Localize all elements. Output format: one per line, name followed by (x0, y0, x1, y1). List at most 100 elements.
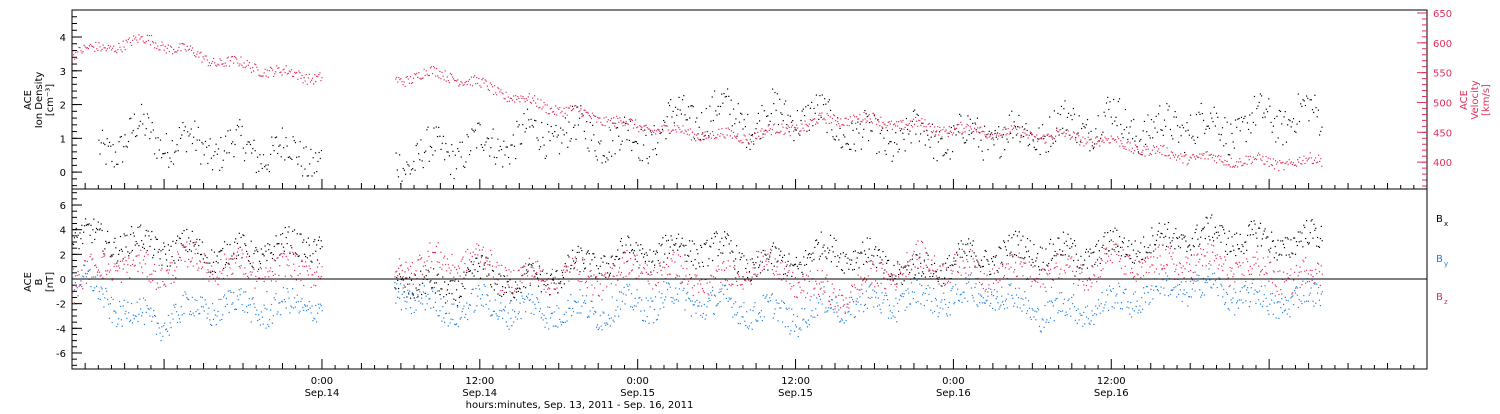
bx-point (708, 258, 709, 259)
density-point (616, 127, 617, 128)
by-point (468, 308, 469, 309)
velocity-point (787, 128, 788, 129)
velocity-point (953, 132, 954, 133)
velocity-point (304, 77, 305, 78)
by-point (559, 319, 560, 320)
by-point (939, 312, 940, 313)
velocity-point (815, 124, 816, 125)
bx-point (96, 228, 97, 229)
velocity-point (565, 113, 566, 114)
velocity-point (171, 47, 172, 48)
velocity-point (1203, 153, 1204, 154)
velocity-point (818, 115, 819, 116)
bx-point (1320, 238, 1321, 239)
velocity-point (1045, 142, 1046, 143)
bz-point (270, 267, 271, 268)
by-point (501, 310, 502, 311)
by-point (395, 302, 396, 303)
density-point (979, 132, 980, 133)
bx-point (426, 275, 427, 276)
by-point (776, 300, 777, 301)
by-point (989, 305, 990, 306)
bx-point (927, 255, 928, 256)
by-point (617, 306, 618, 307)
by-point (244, 311, 245, 312)
density-point (1196, 114, 1197, 115)
velocity-point (89, 45, 90, 46)
bx-point (711, 238, 712, 239)
bx-point (152, 257, 153, 258)
by-point (912, 291, 913, 292)
bx-point (116, 262, 117, 263)
density-point (588, 150, 589, 151)
bx-point (186, 229, 187, 230)
velocity-point (258, 75, 259, 76)
velocity-point (940, 130, 941, 131)
by-point (1292, 295, 1293, 296)
by-point (695, 313, 696, 314)
density-point (663, 120, 664, 121)
velocity-point (492, 86, 493, 87)
by-point (200, 296, 201, 297)
bx-point (214, 252, 215, 253)
by-point (810, 300, 811, 301)
by-point (1060, 311, 1061, 312)
bx-point (944, 277, 945, 278)
bz-point (167, 269, 168, 270)
by-point (1113, 288, 1114, 289)
by-point (942, 308, 943, 309)
velocity-point (1143, 146, 1144, 147)
density-point (742, 128, 743, 129)
density-point (167, 152, 168, 153)
bx-point (1308, 243, 1309, 244)
velocity-point (800, 130, 801, 131)
bz-point (206, 262, 207, 263)
density-point (205, 141, 206, 142)
velocity-point (507, 101, 508, 102)
density-point (980, 140, 981, 141)
density-point (937, 160, 938, 161)
by-point (1053, 305, 1054, 306)
by-point (624, 287, 625, 288)
bz-point (129, 277, 130, 278)
bx-point (151, 231, 152, 232)
bx-point (1039, 269, 1040, 270)
by-point (1105, 302, 1106, 303)
velocity-point (1225, 164, 1226, 165)
density-point (244, 160, 245, 161)
velocity-point (137, 42, 138, 43)
velocity-point (1067, 129, 1068, 130)
velocity-point (101, 49, 102, 50)
by-point (1044, 327, 1045, 328)
bx-point (539, 266, 540, 267)
bx-point (1182, 238, 1183, 239)
velocity-point (743, 134, 744, 135)
bx-point (194, 245, 195, 246)
bx-point (677, 250, 678, 251)
bx-point (562, 272, 563, 273)
by-point (317, 313, 318, 314)
density-point (1145, 144, 1146, 145)
bx-point (1025, 246, 1026, 247)
by-point (737, 312, 738, 313)
by-point (672, 297, 673, 298)
density-point (912, 121, 913, 122)
by-point (846, 320, 847, 321)
by-point (775, 308, 776, 309)
velocity-point (205, 55, 206, 56)
velocity-point (261, 76, 262, 77)
bx-point (579, 271, 580, 272)
by-point (156, 334, 157, 335)
bx-point (400, 276, 401, 277)
density-point (126, 146, 127, 147)
velocity-point (882, 122, 883, 123)
bx-point (187, 251, 188, 252)
bx-point (1288, 238, 1289, 239)
by-point (133, 315, 134, 316)
density-point (942, 155, 943, 156)
bz-point (209, 276, 210, 277)
bx-point (1222, 227, 1223, 228)
bx-point (808, 254, 809, 255)
by-point (727, 289, 728, 290)
bx-point (766, 258, 767, 259)
